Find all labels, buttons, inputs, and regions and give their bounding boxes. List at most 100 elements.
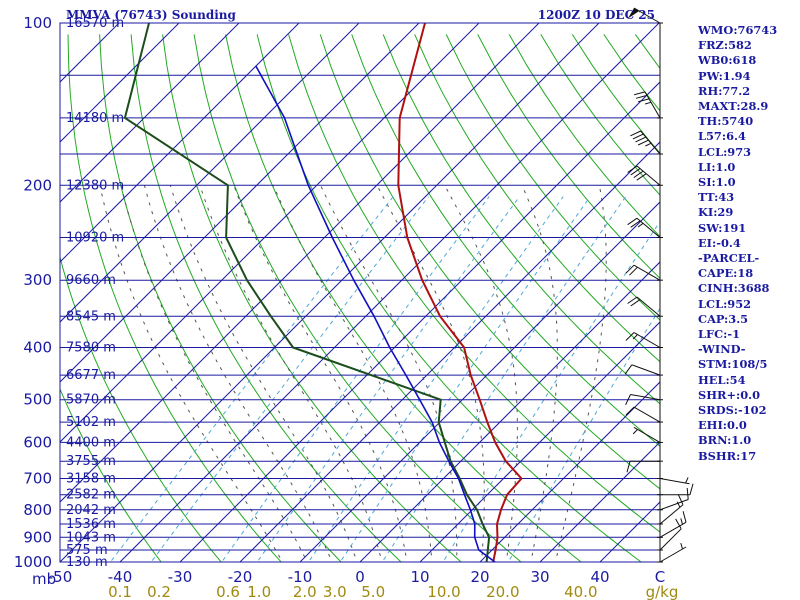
wind-barb-half <box>632 429 638 435</box>
mixing-ratio-unit-label: g/kg <box>646 583 679 600</box>
moist-adiabat <box>99 185 283 562</box>
wind-barbs <box>624 7 694 563</box>
isotherm <box>419 321 660 562</box>
wind-barb-shaft <box>630 394 661 401</box>
index-item: LCL:973 <box>698 144 752 159</box>
isotherm <box>60 23 540 503</box>
wind-barb-shaft <box>644 91 661 119</box>
isotherm <box>60 23 600 562</box>
index-item: STM:108/5 <box>698 357 768 372</box>
index-item: CAP:3.5 <box>698 311 749 326</box>
sounding-time: 1200Z 10 DEC 25 <box>538 8 655 22</box>
mixing-ratio-label: 20.0 <box>486 583 519 600</box>
dry-adiabat <box>162 34 462 562</box>
wind-barb-shaft <box>636 296 661 317</box>
dry-adiabat <box>288 34 660 533</box>
wind-barb-full <box>635 136 647 143</box>
isotherm <box>60 23 180 143</box>
index-item: FRZ:582 <box>698 38 752 53</box>
moist-adiabat <box>120 185 308 562</box>
wind-barb-full <box>675 518 682 530</box>
moist-adiabat <box>233 185 408 562</box>
index-item: KI:29 <box>698 205 734 220</box>
index-item: EI:-0.4 <box>698 235 741 250</box>
temperature-tick-label: 10 <box>410 568 429 586</box>
height-label: 10920 m <box>66 231 124 246</box>
temperature-tick-label: -20 <box>228 568 253 586</box>
isotherm <box>60 23 300 263</box>
mixing-ratio-line <box>221 196 490 562</box>
dry-adiabat <box>67 34 282 562</box>
wind-barb-half <box>676 501 681 508</box>
wind-barb-half <box>645 142 652 147</box>
wind-barb-half <box>644 101 652 105</box>
pressure-tick-label: 300 <box>23 271 52 289</box>
dry-adiabat <box>414 34 660 363</box>
height-label: 6677 m <box>66 368 116 383</box>
pressure-unit-label: mb <box>32 570 56 588</box>
dry-adiabat <box>60 255 222 562</box>
wind-barb-full <box>635 94 648 99</box>
height-label: 14180 m <box>66 111 124 126</box>
wind-barb-full <box>630 220 641 228</box>
temperature-tick-label: 20 <box>470 568 489 586</box>
height-label: 3755 m <box>66 454 116 469</box>
mixing-ratio-label: 1.0 <box>247 583 271 600</box>
isotherm <box>60 23 420 383</box>
index-item: SW:191 <box>698 220 747 235</box>
wind-barb-shaft <box>633 426 661 443</box>
pressure-tick-label: 1000 <box>14 553 52 571</box>
wind-barb-full <box>627 296 638 304</box>
temperature-tick-label: -40 <box>108 568 133 586</box>
wind-barb-full <box>630 168 641 176</box>
wind-barb-shaft <box>633 406 661 423</box>
height-label: 12380 m <box>66 178 124 193</box>
mixing-ratio-label: 5.0 <box>361 583 385 600</box>
height-label: 9660 m <box>66 273 116 288</box>
index-item: TT:43 <box>698 190 735 205</box>
wind-barb-full <box>630 130 641 137</box>
wind-barb-half <box>632 334 638 340</box>
background-lines <box>60 23 660 562</box>
height-label: 2582 m <box>66 488 116 503</box>
index-item: LCL:952 <box>698 296 752 311</box>
index-item: -PARCEL- <box>698 251 760 266</box>
mixing-ratio-label: 3.0 <box>323 583 347 600</box>
mixing-ratio-label: 40.0 <box>564 583 597 600</box>
isotherm <box>60 23 240 203</box>
isotherm <box>359 261 660 562</box>
temperature-tick-label: 0 <box>355 568 365 586</box>
index-item: SRDS:-102 <box>698 403 767 418</box>
dry-adiabat <box>445 34 660 321</box>
dry-adiabat <box>193 34 522 562</box>
height-label: 4400 m <box>66 435 116 450</box>
pressure-tick-label: 400 <box>23 339 52 357</box>
wind-barb-full <box>682 511 687 523</box>
temperature-profile <box>397 23 523 562</box>
wind-barb-full <box>624 364 633 375</box>
dewpoint-profile <box>123 23 491 562</box>
index-item: WMO:76743 <box>698 23 778 37</box>
index-item: CINH:3688 <box>698 281 770 296</box>
wind-barb-half <box>685 477 689 484</box>
dry-adiabat <box>130 34 402 562</box>
index-item: SI:1.0 <box>698 175 736 190</box>
isotherm <box>179 81 660 562</box>
index-item: PW:1.94 <box>698 68 751 83</box>
dry-adiabat <box>60 387 162 562</box>
wind-barb-half <box>680 542 683 550</box>
wind-barb-shaft <box>633 332 661 348</box>
height-label: 1043 m <box>66 530 116 545</box>
height-label: 5870 m <box>66 393 116 408</box>
wind-barb-full <box>629 266 638 276</box>
wind-barb-shaft <box>659 546 687 563</box>
wind-barb-shaft <box>659 499 689 511</box>
isotherm <box>60 23 480 443</box>
dry-adiabat <box>382 34 660 405</box>
index-item: TH:5740 <box>698 114 754 129</box>
wind-barb-full <box>627 165 638 173</box>
mixing-ratio-label: 2.0 <box>293 583 317 600</box>
station-title: MMVA (76743) Sounding <box>66 8 237 22</box>
height-label: 16570 m <box>66 16 124 31</box>
